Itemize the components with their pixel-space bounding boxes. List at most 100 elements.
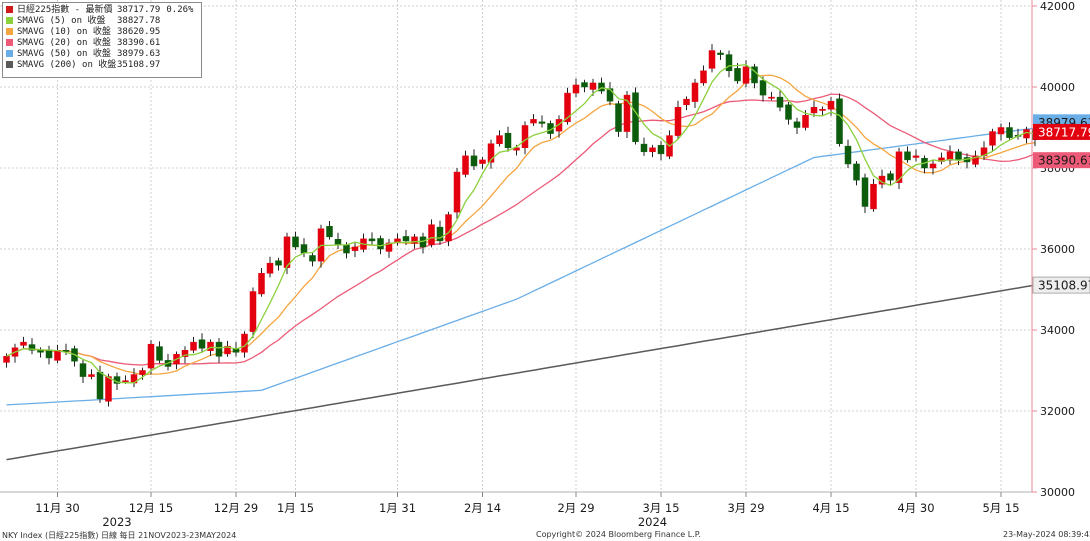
candle-body bbox=[334, 239, 342, 246]
candle-body bbox=[368, 238, 376, 242]
candle-body bbox=[394, 238, 401, 244]
legend-label: SMAVG (5) on 收盤 bbox=[17, 16, 106, 26]
candlesticks bbox=[3, 44, 1039, 407]
legend-row-sma10: SMAVG (10) on 收盤 38620.95 bbox=[6, 27, 201, 38]
candle-body bbox=[224, 345, 231, 355]
candle-body bbox=[105, 376, 112, 402]
candle-body bbox=[538, 121, 546, 124]
candle-body bbox=[810, 107, 818, 114]
legend-swatch bbox=[6, 28, 13, 35]
candle-body bbox=[946, 151, 954, 161]
legend-label: SMAVG (200) on 收盤 bbox=[17, 60, 117, 70]
x-tick-label: 4月 15 bbox=[812, 501, 849, 515]
x-tick-label: 5月 15 bbox=[982, 501, 1019, 515]
x-axis: 11月 30 12月 15 12月 29 1月 15 1月 31 2月 14 2月 29 3月… bbox=[35, 492, 1020, 529]
footer-timestamp: 23-May-2024 08:39:42 bbox=[1003, 530, 1090, 539]
candle-body bbox=[802, 115, 809, 128]
candle-body bbox=[28, 344, 36, 351]
candle-body bbox=[351, 246, 359, 251]
candle-body bbox=[572, 84, 580, 94]
candle-body bbox=[62, 350, 70, 352]
candle-body bbox=[309, 255, 316, 262]
y-tick-label: 32000 bbox=[1040, 405, 1075, 418]
candle-body bbox=[836, 98, 843, 144]
candle-body bbox=[530, 119, 537, 124]
sma-10-path bbox=[6, 74, 1036, 376]
legend-row-sma20: SMAVG (20) on 收盤 38390.61 bbox=[6, 38, 201, 49]
candle-body bbox=[623, 94, 631, 132]
candle-body bbox=[275, 260, 282, 266]
candle-body bbox=[462, 155, 469, 175]
legend-value: 35108.97 bbox=[117, 60, 161, 70]
candle-body bbox=[581, 82, 588, 88]
legend-row-sma50: SMAVG (50) on 收盤 38979.63 bbox=[6, 49, 201, 60]
sma-50-path bbox=[6, 127, 1036, 406]
x-tick-label: 2月 29 bbox=[557, 501, 594, 515]
legend-swatch bbox=[6, 39, 13, 46]
candle-body bbox=[479, 159, 486, 164]
candle-body bbox=[606, 88, 614, 102]
legend-label: 日經225指數 - 最新價 bbox=[17, 5, 113, 15]
candle-body bbox=[564, 92, 571, 123]
candle-body bbox=[190, 341, 197, 351]
legend-swatch bbox=[6, 17, 13, 24]
plot-area bbox=[0, 0, 1032, 492]
candle-body bbox=[45, 349, 53, 359]
candle-body bbox=[487, 143, 495, 163]
candle-body bbox=[929, 163, 937, 169]
candle-body bbox=[139, 370, 146, 375]
legend-value: 38620.95 bbox=[117, 27, 161, 37]
candle-body bbox=[870, 183, 877, 210]
legend-value: 38717.79 bbox=[117, 5, 161, 15]
candle-body bbox=[3, 356, 10, 363]
candle-body bbox=[674, 107, 682, 136]
candle-body bbox=[555, 119, 563, 132]
candle-body bbox=[742, 66, 750, 84]
x-tick-label: 3月 15 bbox=[642, 501, 679, 515]
y-tick-label: 34000 bbox=[1040, 324, 1075, 337]
sma-200-line bbox=[6, 284, 1036, 461]
candle-body bbox=[122, 380, 129, 383]
candle-body bbox=[504, 132, 512, 148]
candle-body bbox=[768, 96, 775, 99]
price-tag-text: 35108.97 bbox=[1038, 279, 1090, 293]
candle-body bbox=[759, 80, 767, 96]
candle-body bbox=[657, 145, 665, 155]
price-tag-text: 38390.61 bbox=[1038, 154, 1090, 168]
legend-value: 38827.78 bbox=[117, 16, 161, 26]
x-year-label: 2024 bbox=[638, 515, 667, 529]
x-tick-label: 2月 14 bbox=[464, 501, 501, 515]
candle-body bbox=[292, 236, 299, 248]
x-tick-label: 4月 30 bbox=[897, 501, 934, 515]
candle-body bbox=[632, 92, 639, 142]
candle-body bbox=[402, 236, 410, 242]
legend-label: SMAVG (50) on 收盤 bbox=[17, 49, 111, 59]
candle-body bbox=[844, 145, 852, 165]
sma-10-line bbox=[6, 74, 1036, 376]
candle-body bbox=[827, 100, 835, 110]
legend-value: 38390.61 bbox=[117, 38, 161, 48]
candle-body bbox=[819, 109, 826, 111]
candle-body bbox=[989, 131, 996, 146]
candle-body bbox=[385, 242, 393, 252]
x-year-label: 2023 bbox=[102, 515, 131, 529]
candle-body bbox=[470, 155, 478, 167]
candle-body bbox=[598, 82, 605, 92]
candle-body bbox=[436, 226, 444, 242]
candle-body bbox=[793, 121, 801, 128]
x-tick-label: 12月 15 bbox=[129, 501, 173, 515]
legend-value: 38979.63 bbox=[117, 49, 161, 59]
candle-body bbox=[343, 244, 350, 254]
candle-body bbox=[411, 236, 418, 244]
legend-label: SMAVG (20) on 收盤 bbox=[17, 38, 111, 48]
candle-body bbox=[887, 173, 894, 181]
candle-body bbox=[54, 350, 61, 361]
candle-body bbox=[725, 54, 733, 72]
x-tick-label: 1月 31 bbox=[379, 501, 416, 515]
candle-body bbox=[997, 127, 1005, 135]
x-tick-label: 1月 15 bbox=[277, 501, 314, 515]
sma-5-line bbox=[6, 64, 1036, 384]
candle-body bbox=[266, 262, 274, 274]
